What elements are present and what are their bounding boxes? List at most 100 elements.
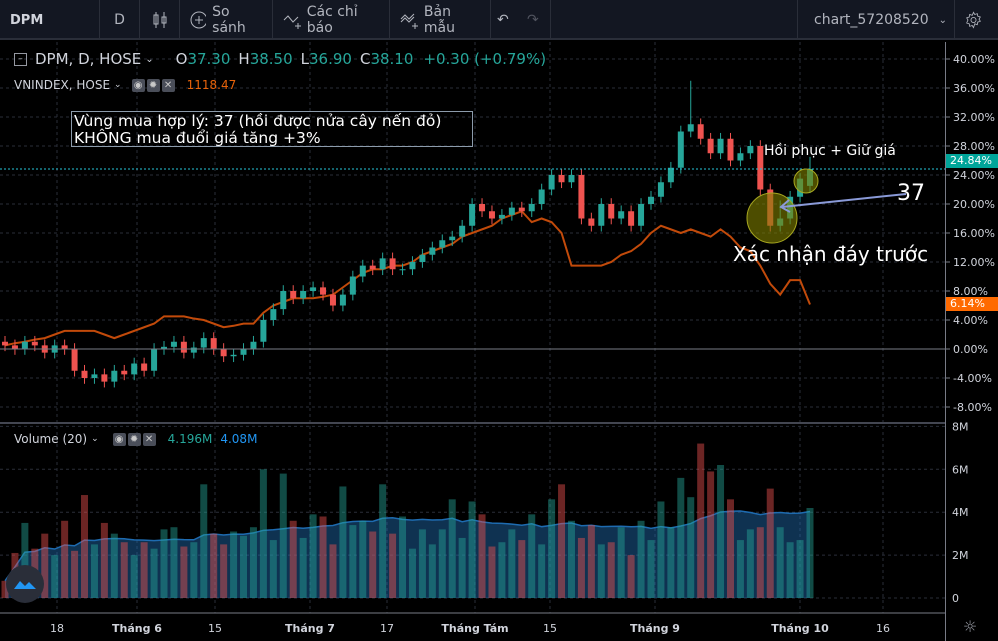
candle-body — [618, 211, 625, 219]
chevron-down-icon[interactable]: ⌄ — [114, 80, 122, 90]
candle-body — [260, 320, 267, 342]
candle-body — [349, 276, 356, 295]
volume-bar — [438, 529, 446, 598]
volume-bar — [399, 516, 407, 598]
layout-save-button[interactable]: chart_57208520 ⌄ — [797, 0, 955, 40]
volume-bar — [518, 540, 526, 598]
candle-body — [598, 204, 605, 226]
candle-body — [479, 204, 486, 212]
volume-bar — [41, 533, 49, 598]
volume-bar — [408, 548, 416, 598]
candle-body — [339, 294, 346, 306]
volume-bar — [647, 540, 655, 598]
candle-body — [310, 287, 317, 291]
candle-body — [2, 341, 8, 346]
volume-bar — [478, 514, 486, 598]
candle-body — [111, 370, 118, 382]
candle-body — [101, 374, 108, 382]
candle-body — [488, 211, 495, 219]
gear-icon[interactable]: ✹ — [146, 78, 160, 92]
main-symbol[interactable]: DPM, D, HOSE — [35, 50, 142, 68]
volume-bar — [289, 520, 297, 598]
volume-bar — [558, 484, 566, 598]
volume-bar — [577, 537, 585, 598]
volume-ma-line — [4, 510, 811, 582]
close-icon[interactable]: ✕ — [161, 78, 175, 92]
compare-button[interactable]: So sánh — [180, 0, 273, 40]
price-tick-label: 32.00% — [953, 111, 995, 124]
redo-button[interactable]: ↷ — [521, 0, 551, 40]
templates-button[interactable]: Bản mẫu — [390, 0, 491, 40]
volume-bar — [190, 542, 198, 598]
candle-body — [419, 254, 426, 262]
close-label: C — [359, 50, 371, 68]
candle-body — [538, 189, 545, 204]
gear-icon[interactable]: ✹ — [127, 432, 141, 446]
recovery-annotation[interactable]: Hồi phục + Giữ giá — [764, 143, 896, 159]
candle-body — [667, 167, 674, 183]
eye-icon[interactable]: ◉ — [112, 432, 126, 446]
undo-button[interactable]: ↶ — [491, 0, 521, 40]
price-chart[interactable]: 40.00% 36.00% 32.00% 28.00% 24.00% 20.00% 16.0… — [0, 40, 998, 641]
collapse-icon[interactable]: – — [14, 52, 27, 66]
confirm-bottom-annotation[interactable]: Xác nhận đáy trước — [733, 242, 929, 266]
volume-bar — [458, 537, 466, 598]
price-tick-label: 12.00% — [953, 256, 995, 269]
volume-bar — [766, 488, 774, 598]
templates-icon — [400, 13, 418, 29]
candle-body — [469, 204, 476, 226]
time-axis-settings-button[interactable]: ☼ — [962, 617, 978, 636]
symbol-search-button[interactable]: DPM — [0, 0, 100, 40]
time-tick-label: 15 — [543, 622, 557, 635]
redo-icon: ↷ — [527, 12, 539, 28]
volume-bar — [617, 527, 625, 598]
volume-bar — [269, 540, 277, 598]
time-tick-label: 17 — [380, 622, 394, 635]
volume-bar — [150, 548, 158, 598]
candle-body — [161, 346, 168, 349]
volume-bar — [528, 514, 536, 598]
arrow-head-icon — [779, 199, 791, 213]
candle-body — [548, 175, 555, 190]
volume-bar — [627, 555, 635, 598]
candle-body — [757, 146, 764, 190]
compare-symbol[interactable]: VNINDEX, HOSE — [14, 78, 111, 92]
price-37-annotation[interactable]: 37 — [897, 181, 925, 206]
candle-body — [11, 345, 18, 349]
price-tick-label: 24.00% — [953, 169, 995, 182]
volume-bar — [379, 484, 387, 598]
volume-bar — [736, 540, 744, 598]
indicators-button[interactable]: Các chỉ báo — [273, 0, 390, 40]
chevron-down-icon[interactable]: ⌄ — [145, 53, 154, 65]
time-tick-label: Tháng 9 — [630, 622, 680, 635]
recovery-highlight-circle[interactable] — [793, 168, 819, 194]
candle-body — [528, 204, 535, 212]
candle-body — [170, 341, 177, 347]
candle-body — [707, 138, 714, 154]
close-icon[interactable]: ✕ — [142, 432, 156, 446]
volume-bar — [200, 484, 208, 598]
eye-icon[interactable]: ◉ — [131, 78, 145, 92]
chevron-down-icon[interactable]: ⌄ — [91, 434, 99, 444]
candle-body — [250, 341, 257, 349]
candle-body — [697, 124, 704, 139]
volume-bar — [776, 527, 784, 598]
tradingview-logo[interactable] — [6, 565, 44, 603]
volume-title[interactable]: Volume (20) — [14, 432, 88, 446]
plus-circle-icon — [190, 11, 207, 29]
price-tick-label: 0.00% — [953, 343, 988, 356]
note-textbox[interactable]: Vùng mua hợp lý: 37 (hồi được nửa cây nế… — [71, 111, 473, 147]
settings-button[interactable] — [955, 0, 998, 40]
candle-body — [91, 374, 98, 378]
open-label: O — [175, 50, 188, 68]
volume-bar — [259, 469, 267, 598]
bottom-highlight-circle[interactable] — [746, 192, 798, 244]
arrow-line[interactable] — [781, 193, 907, 208]
interval-button[interactable]: D — [100, 0, 140, 40]
volume-bar — [61, 520, 69, 598]
candle-body — [518, 207, 525, 212]
volume-bar — [220, 544, 228, 598]
chart-type-button[interactable] — [140, 0, 180, 40]
candle-body — [359, 265, 366, 277]
candle-body — [200, 338, 207, 348]
